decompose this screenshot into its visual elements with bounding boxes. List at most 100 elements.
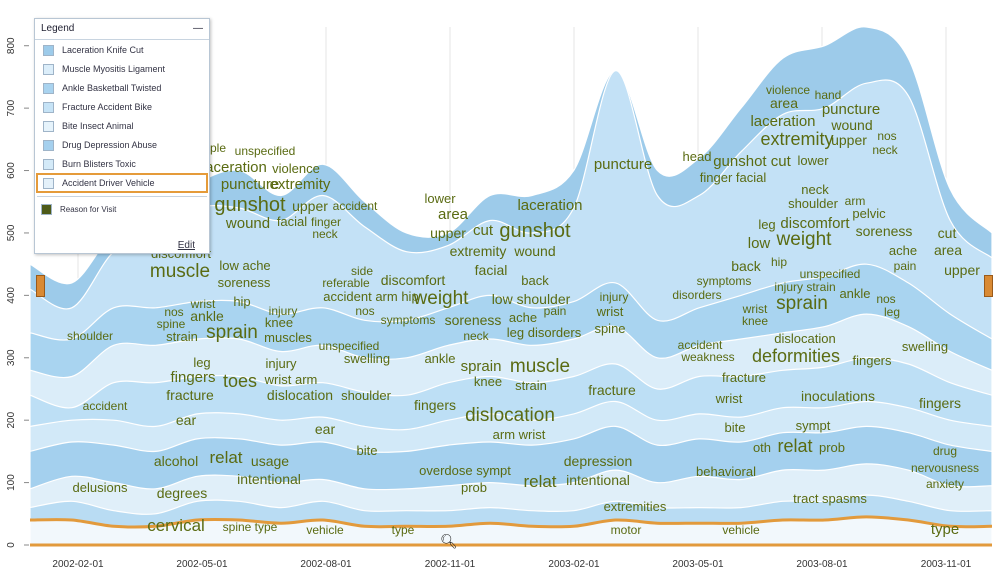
reason-for-visit[interactable]: Reason for Visit bbox=[35, 201, 209, 217]
topic-word: injury strain bbox=[774, 280, 835, 294]
topic-word: vehicle bbox=[722, 523, 760, 537]
topic-word: extremity bbox=[450, 243, 507, 259]
topic-word: knee bbox=[474, 374, 502, 389]
reason-swatch bbox=[41, 203, 52, 215]
topic-word: puncture bbox=[221, 176, 279, 193]
legend-swatch bbox=[43, 177, 54, 189]
legend-item[interactable]: Ankle Basketball Twisted bbox=[37, 79, 207, 97]
topic-word: wound bbox=[225, 215, 270, 232]
topic-word: accident bbox=[333, 199, 378, 213]
x-tick-label: 2002-05-01 bbox=[176, 559, 228, 570]
topic-word: upper bbox=[292, 198, 328, 214]
topic-word: shoulder bbox=[788, 196, 839, 211]
topic-word: spine type bbox=[223, 520, 278, 534]
topic-word: alcohol bbox=[154, 453, 198, 469]
legend-swatch bbox=[43, 139, 54, 151]
topic-word: back bbox=[521, 273, 549, 288]
topic-word: injury bbox=[265, 356, 297, 371]
right-range-handle[interactable] bbox=[984, 275, 993, 297]
topic-word: swelling bbox=[902, 339, 948, 354]
topic-word: injury bbox=[269, 304, 298, 318]
topic-word: ankle bbox=[839, 286, 870, 301]
topic-word: swelling bbox=[344, 351, 390, 366]
topic-word: gunshot bbox=[214, 194, 286, 216]
topic-word: finger facial bbox=[700, 170, 767, 185]
topic-word: low ache bbox=[219, 258, 270, 273]
word-labels: shoulder accident delusions degrees cervical… bbox=[67, 83, 980, 538]
topic-word: wrist bbox=[596, 304, 624, 319]
topic-word: hip bbox=[771, 255, 787, 269]
topic-word: symptoms bbox=[697, 274, 752, 288]
topic-word: intentional bbox=[237, 471, 301, 487]
topic-word: spine bbox=[594, 321, 625, 336]
topic-word: behavioral bbox=[696, 464, 756, 479]
topic-word: shoulder bbox=[67, 329, 113, 343]
x-tick-label: 2002-02-01 bbox=[52, 559, 104, 570]
legend-item[interactable]: Fracture Accident Bike bbox=[37, 98, 207, 116]
topic-word: violence bbox=[766, 83, 810, 97]
legend-item[interactable]: Burn Blisters Toxic bbox=[37, 155, 207, 173]
topic-word: unspecified bbox=[800, 267, 861, 281]
topic-word: laceration bbox=[517, 197, 582, 214]
topic-word: arm wrist bbox=[493, 427, 546, 442]
topic-word: fracture bbox=[166, 387, 214, 403]
topic-word: dislocation bbox=[465, 405, 555, 426]
topic-word: soreness bbox=[445, 312, 502, 328]
legend-swatch bbox=[43, 63, 54, 75]
topic-word: gunshot bbox=[499, 220, 571, 242]
topic-word: type bbox=[931, 521, 959, 538]
topic-word: neck bbox=[463, 329, 489, 343]
topic-word: low shoulder bbox=[492, 291, 571, 307]
legend-swatch bbox=[43, 82, 54, 94]
topic-word: oth bbox=[753, 440, 771, 455]
legend-item[interactable]: Accident Driver Vehicle bbox=[36, 173, 208, 193]
topic-word: accident bbox=[678, 338, 723, 352]
edit-link[interactable]: Edit bbox=[177, 240, 195, 251]
topic-word: arm bbox=[845, 194, 866, 208]
y-tick-label: 500 bbox=[6, 224, 17, 241]
y-tick-label: 0 bbox=[6, 542, 17, 548]
legend-item[interactable]: Bite Insect Animal bbox=[37, 117, 207, 135]
topic-word: upper bbox=[430, 225, 466, 241]
legend-item[interactable]: Laceration Knife Cut bbox=[37, 41, 207, 59]
topic-word: extremities bbox=[604, 499, 667, 514]
magnifier-icon[interactable]: 🔍︎ bbox=[440, 533, 458, 549]
topic-word: nervousness bbox=[911, 461, 979, 475]
topic-word: muscle bbox=[150, 261, 210, 282]
y-tick-label: 200 bbox=[6, 411, 17, 428]
legend-panel: Legend — Laceration Knife Cut Muscle Myos… bbox=[34, 18, 210, 254]
legend-item[interactable]: Drug Depression Abuse bbox=[37, 136, 207, 154]
legend-swatch bbox=[43, 44, 54, 56]
topic-word: soreness bbox=[218, 275, 271, 290]
topic-word: neck bbox=[801, 182, 829, 197]
topic-word: accident bbox=[83, 399, 128, 413]
topic-word: lower bbox=[797, 153, 829, 168]
topic-word: cut bbox=[938, 225, 957, 241]
topic-word: weight bbox=[776, 229, 833, 250]
legend-item[interactable]: Muscle Myositis Ligament bbox=[37, 60, 207, 78]
topic-word: delusions bbox=[73, 480, 128, 495]
topic-word: ankle bbox=[424, 351, 455, 366]
x-tick-label: 2003-02-01 bbox=[548, 559, 600, 570]
topic-word: motor bbox=[611, 523, 642, 537]
y-tick-label: 700 bbox=[6, 99, 17, 116]
topic-word: pain bbox=[894, 259, 917, 273]
x-tick-label: 2003-05-01 bbox=[672, 559, 724, 570]
legend-item-label: Drug Depression Abuse bbox=[62, 140, 158, 150]
topic-word: ankle bbox=[190, 308, 224, 324]
topic-word: hip bbox=[233, 294, 250, 309]
topic-word: strain bbox=[166, 329, 198, 344]
collapse-icon[interactable]: — bbox=[193, 23, 203, 34]
topic-word: fingers bbox=[919, 395, 961, 411]
topic-word: bite bbox=[725, 420, 746, 435]
left-range-handle[interactable] bbox=[36, 275, 45, 297]
topic-word: weight bbox=[413, 288, 470, 309]
axes: 0 100 200 300 400 500 600 700 800 2002-02-01 2002-… bbox=[6, 37, 972, 570]
legend-item-label: Laceration Knife Cut bbox=[62, 45, 144, 55]
topic-word: anxiety bbox=[926, 477, 964, 491]
topic-word: tract spasms bbox=[793, 491, 867, 506]
legend-title: Legend bbox=[41, 23, 75, 34]
topic-word: deformities bbox=[752, 346, 840, 366]
topic-word: fingers bbox=[414, 397, 456, 413]
